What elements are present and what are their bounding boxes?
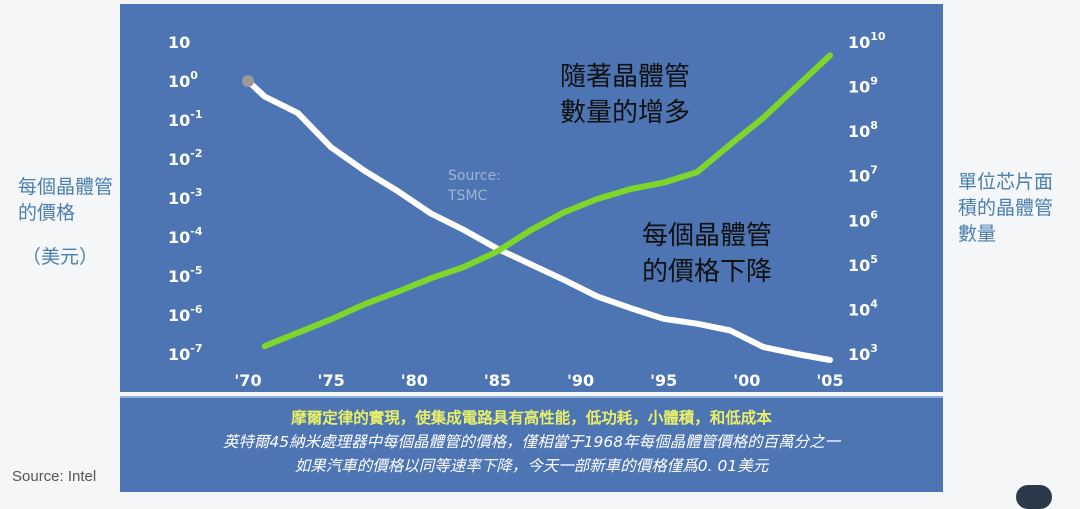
- caption-box: 摩爾定律的實現，使集成電路具有高性能，低功耗，小體積，和低成本 英特爾45納米處…: [120, 396, 943, 492]
- left-axis-title: 每個晶體管的價格: [18, 176, 114, 224]
- right-tick-label: 109: [848, 75, 878, 97]
- caption-line-1: 摩爾定律的實現，使集成電路具有高性能，低功耗，小體積，和低成本: [291, 409, 772, 427]
- caption-line-3: 如果汽車的價格以同等速率下降，今天一部新車的價格僅爲0. 01美元: [294, 457, 769, 475]
- price-annotation-line-1: 每個晶體管: [642, 221, 772, 251]
- left-axis-unit: （美元）: [22, 246, 99, 268]
- right-tick-label: 105: [848, 253, 878, 275]
- x-tick-label: '70: [234, 371, 261, 390]
- source-tsmc-line-1: Source:: [448, 168, 501, 184]
- right-tick-label: 106: [848, 208, 878, 230]
- left-tick-label: 10-5: [168, 264, 203, 286]
- x-tick-label: '90: [567, 371, 594, 390]
- right-tick-label: 1010: [848, 30, 886, 52]
- transistor-count-line: [261, 52, 833, 350]
- x-tick-label: '75: [318, 371, 345, 390]
- moores-law-chart: 10 100 10-1 10-2 10-3 10-4 10-5 10-6 10-7 1010 109…: [168, 30, 886, 390]
- count-annotation-line-2: 數量的增多: [560, 98, 690, 128]
- price-per-transistor-line: [245, 78, 833, 363]
- left-tick-label: 10-2: [168, 147, 203, 169]
- chart-panel: 10 100 10-1 10-2 10-3 10-4 10-5 10-6 10-7 1010 109…: [120, 4, 943, 392]
- left-tick-label: 10-1: [168, 108, 203, 130]
- caption-line-2: 英特爾45納米處理器中每個晶體管的價格，僅相當于1968年每個晶體管價格的百萬分…: [222, 433, 841, 451]
- left-tick-label: 10: [168, 33, 190, 52]
- source-intel: Source: Intel: [12, 468, 97, 485]
- left-tick-label: 10-4: [168, 225, 203, 247]
- price-line-start-marker: [242, 75, 254, 87]
- left-tick-label: 10-7: [168, 342, 203, 364]
- x-tick-label: '80: [401, 371, 428, 390]
- right-tick-label: 104: [848, 297, 878, 319]
- price-annotation-line-2: 的價格下降: [642, 257, 772, 287]
- source-tsmc-line-2: TSMC: [447, 188, 488, 204]
- right-tick-label: 103: [848, 342, 878, 364]
- right-axis-title: 單位芯片面積的晶體管數量: [958, 171, 1054, 245]
- x-tick-label: '00: [733, 371, 760, 390]
- count-annotation-line-1: 隨著晶體管: [560, 62, 690, 92]
- left-tick-label: 10-6: [168, 303, 203, 325]
- corner-badge: [1016, 485, 1052, 509]
- left-tick-label: 100: [168, 69, 198, 91]
- right-tick-label: 108: [848, 119, 878, 141]
- right-tick-label: 107: [848, 164, 878, 186]
- x-tick-label: '05: [816, 371, 843, 390]
- x-tick-label: '95: [650, 371, 677, 390]
- x-tick-label: '85: [484, 371, 511, 390]
- left-tick-label: 10-3: [168, 186, 203, 208]
